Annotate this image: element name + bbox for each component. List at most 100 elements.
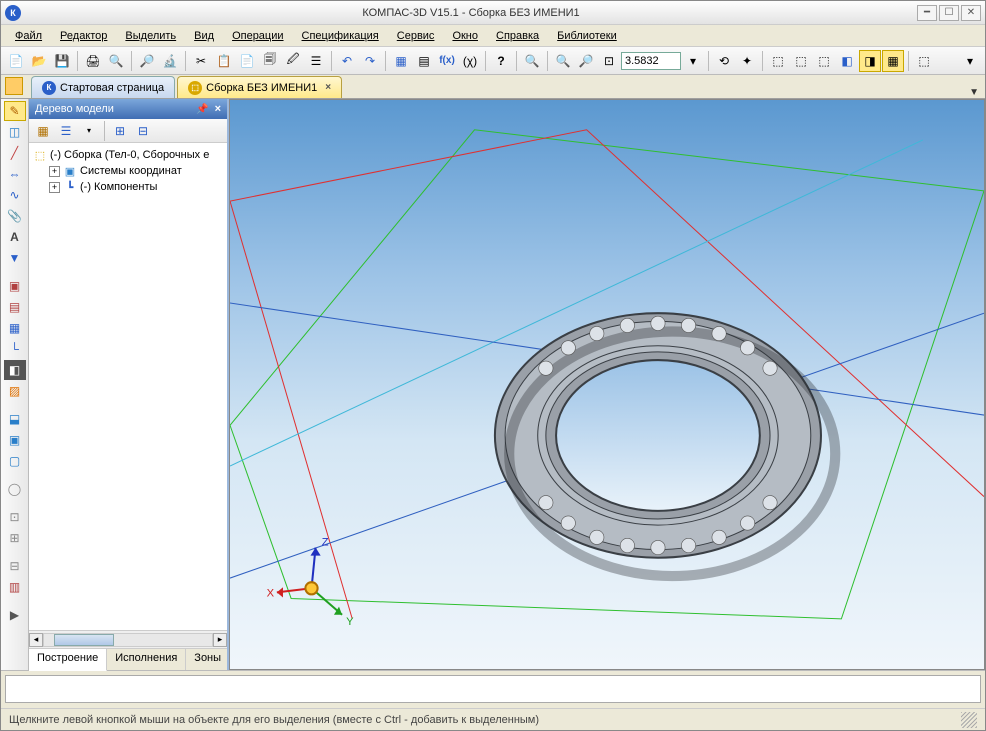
explode-button[interactable]: ⊟ [4, 556, 26, 576]
extras-button[interactable]: ⬚ [913, 50, 935, 72]
edit-panel-button[interactable]: ✎ [4, 101, 26, 121]
tree-dropdown-button[interactable]: ▾ [78, 120, 100, 142]
zoom-fit-button[interactable]: 🔍 [521, 50, 543, 72]
menu-spec[interactable]: Спецификация [294, 28, 387, 44]
tree-tab-zones[interactable]: Зоны [186, 649, 230, 670]
menu-select[interactable]: Выделить [117, 28, 184, 44]
record-button[interactable]: ⊡ [4, 507, 26, 527]
shell-button[interactable]: ◯ [4, 479, 26, 499]
tab-start-page[interactable]: К Стартовая страница [31, 76, 175, 98]
maximize-button[interactable]: ☐ [939, 5, 959, 21]
minimize-button[interactable]: ━ [917, 5, 937, 21]
filter-button[interactable]: 🔬 [159, 50, 181, 72]
menu-operations[interactable]: Операции [224, 28, 291, 44]
paste-button[interactable]: 📄 [236, 50, 258, 72]
play-button[interactable]: ▶ [4, 605, 26, 625]
new-button[interactable]: 📄 [5, 50, 27, 72]
dims-button[interactable]: ⇔ [4, 164, 26, 184]
rotate-button[interactable]: ⟲ [713, 50, 735, 72]
orient-button[interactable]: ✦ [736, 50, 758, 72]
menu-window[interactable]: Окно [444, 28, 486, 44]
zoom-input[interactable] [621, 52, 681, 70]
view-full-button[interactable]: ◨ [859, 50, 881, 72]
zoom-in-button[interactable]: 🔍 [552, 50, 574, 72]
corner-icon[interactable] [5, 77, 23, 95]
extrude2-button[interactable]: ⬓ [4, 409, 26, 429]
extrude-button[interactable]: └ [4, 339, 26, 359]
variables-button[interactable]: (χ) [459, 50, 481, 72]
print-button[interactable]: 🖨 [82, 50, 104, 72]
menu-editor[interactable]: Редактор [52, 28, 115, 44]
render-button[interactable]: ▨ [4, 381, 26, 401]
assembly-button[interactable]: ▦ [4, 318, 26, 338]
tree-collapse-button[interactable]: ⊟ [132, 120, 154, 142]
save-button[interactable]: 💾 [51, 50, 73, 72]
zoom-out-button[interactable]: 🔎 [575, 50, 597, 72]
menu-libraries[interactable]: Библиотеки [549, 28, 625, 44]
tree-list-button[interactable]: ☰ [55, 120, 77, 142]
report-button[interactable]: ▥ [4, 577, 26, 597]
menu-service[interactable]: Сервис [389, 28, 443, 44]
attach-button[interactable]: 📎 [4, 206, 26, 226]
close-button[interactable]: ✕ [961, 5, 981, 21]
view-wire-button[interactable]: ⬚ [790, 50, 812, 72]
manager-button[interactable]: ▦ [390, 50, 412, 72]
curve-button[interactable]: ∿ [4, 185, 26, 205]
copy-button[interactable]: 📋 [213, 50, 235, 72]
redo-button[interactable]: ↷ [359, 50, 381, 72]
menu-file[interactable]: Файл [7, 28, 50, 44]
pocket-button[interactable]: ▢ [4, 451, 26, 471]
tab-close-icon[interactable]: × [325, 82, 331, 93]
fx-button[interactable]: f(x) [436, 50, 458, 72]
chevron-down-icon[interactable]: ▾ [959, 50, 981, 72]
tab-assembly[interactable]: ⬚ Сборка БЕЗ ИМЕНИ1 × [177, 76, 342, 98]
3d-viewport[interactable]: X Y Z [229, 99, 985, 670]
resize-grip-icon[interactable] [961, 712, 977, 728]
close-panel-icon[interactable]: × [215, 103, 221, 115]
surface-button[interactable]: ◧ [4, 360, 26, 380]
scroll-right-icon[interactable]: ▸ [213, 633, 227, 647]
pin-icon[interactable]: 📌 [196, 104, 208, 115]
scroll-track[interactable] [43, 633, 213, 647]
property-input[interactable] [5, 675, 981, 703]
view-hidden-button[interactable]: ⬚ [813, 50, 835, 72]
search-button[interactable]: 🔎 [136, 50, 158, 72]
zoom-dropdown[interactable]: ▾ [682, 50, 704, 72]
tree-expand-button[interactable]: ⊞ [109, 120, 131, 142]
tree-root-node[interactable]: ⬚ (-) Сборка (Тел-0, Сборочных е [31, 147, 225, 163]
tree-node-components[interactable]: + ┗ (-) Компоненты [47, 179, 225, 195]
zoom-window-button[interactable]: ⊡ [598, 50, 620, 72]
part-button[interactable]: ▣ [4, 276, 26, 296]
open-button[interactable]: 📂 [28, 50, 50, 72]
menu-view[interactable]: Вид [186, 28, 222, 44]
filter-tool-button[interactable]: ▼ [4, 248, 26, 268]
help-button[interactable]: ? [490, 50, 512, 72]
properties-button[interactable]: 🖉 [282, 50, 304, 72]
expand-icon[interactable]: + [49, 182, 60, 193]
tree-hscroll[interactable]: ◂ ▸ [29, 630, 227, 648]
scroll-thumb[interactable] [54, 634, 114, 646]
view-shade-button[interactable]: ◧ [836, 50, 858, 72]
menu-help[interactable]: Справка [488, 28, 547, 44]
undo-button[interactable]: ↶ [336, 50, 358, 72]
measure-button[interactable]: ⊞ [4, 528, 26, 548]
preview-button[interactable]: 🔍 [105, 50, 127, 72]
tree-node-coords[interactable]: + ▣ Системы координат [47, 163, 225, 179]
library-button[interactable]: ▤ [413, 50, 435, 72]
tree-tab-exec[interactable]: Исполнения [107, 649, 186, 670]
clipboard-button[interactable]: 🗐 [259, 50, 281, 72]
sheet-button[interactable]: ▤ [4, 297, 26, 317]
view-iso-button[interactable]: ⬚ [767, 50, 789, 72]
list-button[interactable]: ☰ [305, 50, 327, 72]
cut-button[interactable]: ✂ [190, 50, 212, 72]
expand-icon[interactable]: + [49, 166, 60, 177]
sheet2-button[interactable]: ▣ [4, 430, 26, 450]
tree-tab-build[interactable]: Построение [29, 649, 107, 671]
cube-button[interactable]: ◫ [4, 122, 26, 142]
tree-group-button[interactable]: ▦ [32, 120, 54, 142]
tabs-dropdown[interactable]: ▼ [969, 87, 979, 98]
line-button[interactable]: ╱ [4, 143, 26, 163]
scroll-left-icon[interactable]: ◂ [29, 633, 43, 647]
view-perspective-button[interactable]: ▦ [882, 50, 904, 72]
text-button[interactable]: A [4, 227, 26, 247]
